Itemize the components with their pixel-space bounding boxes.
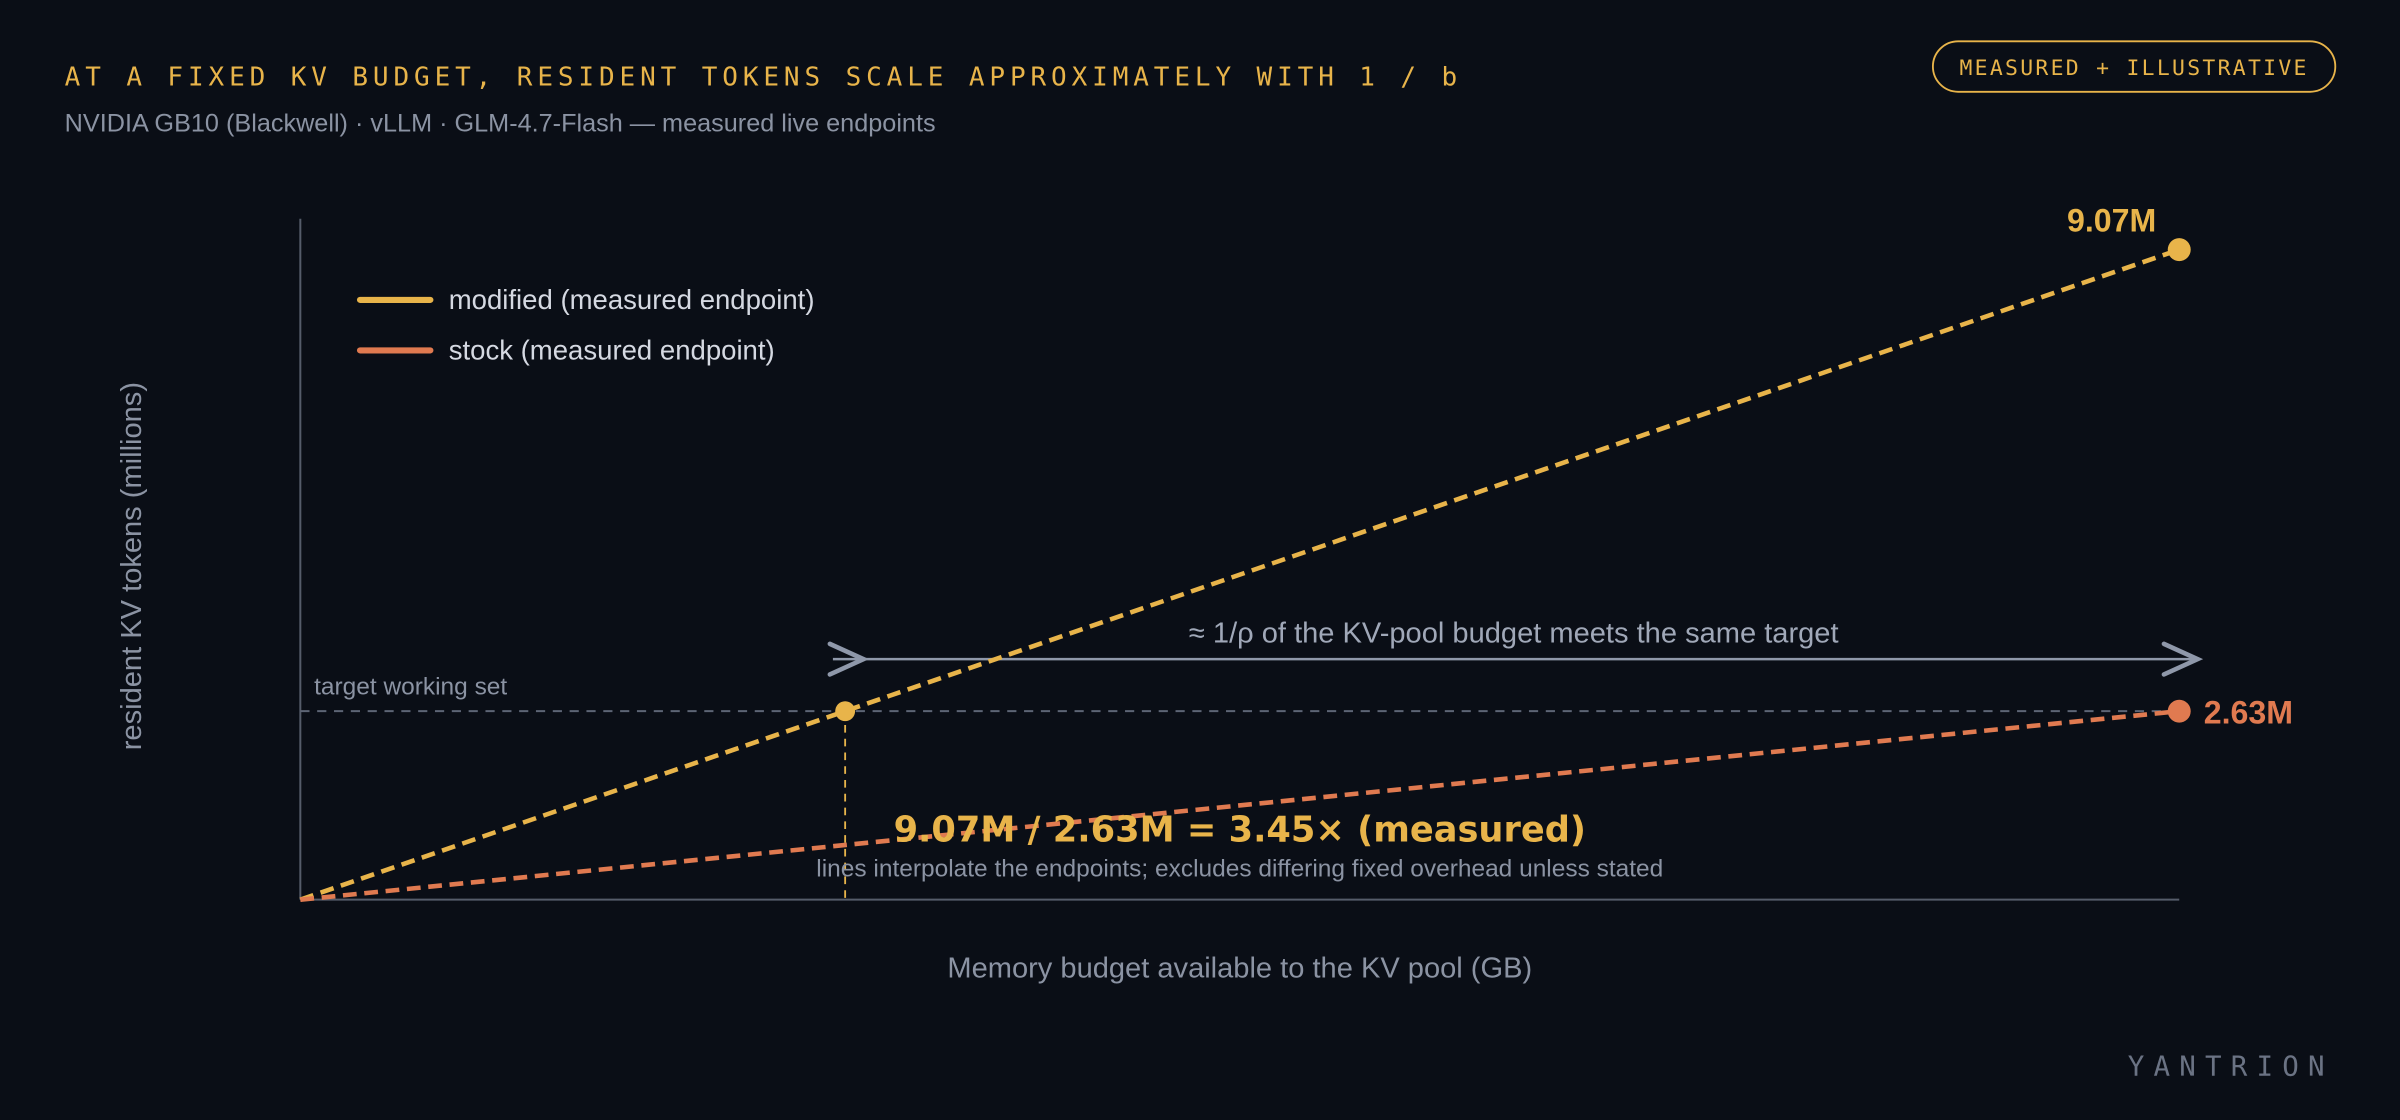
chart-title: AT A FIXED KV BUDGET, RESIDENT TOKENS SC… [65,63,1462,93]
y-axis-label: resident KV tokens (millions) [116,382,148,750]
endpoint-marker [2167,238,2191,262]
badge: MEASURED + ILLUSTRATIVE [1959,56,2308,81]
series-line [299,247,2180,902]
arrow-tail [827,641,870,677]
value-label: 9.07M [2067,202,2156,238]
ratio-label: 9.07M / 2.63M = 3.45× (measured) [894,810,1586,851]
chart-subtitle: NVIDIA GB10 (Blackwell) · vLLM · GLM-4.7… [65,110,936,138]
plot-area: target working set ≈ 1/ρ of the KV-pool b… [299,202,2293,902]
arrow-label: ≈ 1/ρ of the KV-pool budget meets the sa… [1189,617,1839,649]
legend-label: stock (measured endpoint) [449,335,775,366]
target-point [835,701,856,722]
x-axis-label: Memory budget available to the KV pool (… [947,953,1532,985]
brand: YANTRION [2128,1051,2334,1083]
value-label: 2.63M [2204,694,2293,730]
target-label: target working set [314,673,507,700]
legend-label: modified (measured endpoint) [449,284,815,315]
series-line [300,708,2180,902]
badge-outline [1931,40,2337,93]
endpoint-marker [2167,699,2191,723]
note: lines interpolate the endpoints; exclude… [816,856,1663,883]
arrow-head [2161,641,2204,677]
